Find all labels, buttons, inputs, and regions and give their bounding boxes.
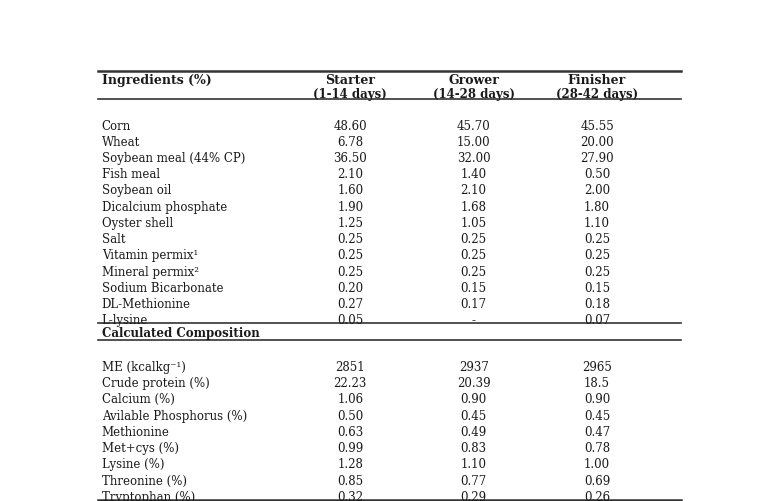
Text: 0.49: 0.49 [461,425,487,438]
Text: 0.90: 0.90 [584,393,610,406]
Text: Sodium Bicarbonate: Sodium Bicarbonate [102,282,224,294]
Text: Grower: Grower [448,74,499,87]
Text: 0.45: 0.45 [461,409,487,422]
Text: 2.10: 2.10 [337,168,363,181]
Text: Avilable Phosphorus (%): Avilable Phosphorus (%) [102,409,247,422]
Text: 0.15: 0.15 [584,282,610,294]
Text: DL-Methionine: DL-Methionine [102,298,191,311]
Text: 0.15: 0.15 [461,282,487,294]
Text: 0.20: 0.20 [337,282,363,294]
Text: 32.00: 32.00 [457,152,490,165]
Text: 0.90: 0.90 [461,393,487,406]
Text: Crude protein (%): Crude protein (%) [102,376,209,389]
Text: 0.25: 0.25 [584,265,610,278]
Text: Soybean oil: Soybean oil [102,184,171,197]
Text: 45.55: 45.55 [580,119,614,132]
Text: 0.18: 0.18 [584,298,610,311]
Text: Finisher: Finisher [568,74,626,87]
Text: 18.5: 18.5 [584,376,610,389]
Text: 20.00: 20.00 [580,135,614,148]
Text: 0.45: 0.45 [584,409,610,422]
Text: Salt: Salt [102,233,125,245]
Text: -: - [471,314,476,327]
Text: Calcium (%): Calcium (%) [102,393,174,406]
Text: 2851: 2851 [336,360,365,373]
Text: 0.50: 0.50 [337,409,363,422]
Text: Wheat: Wheat [102,135,140,148]
Text: Calculated Composition: Calculated Composition [102,327,259,340]
Text: 1.10: 1.10 [461,457,487,470]
Text: Fish meal: Fish meal [102,168,160,181]
Text: 15.00: 15.00 [457,135,490,148]
Text: 2965: 2965 [582,360,612,373]
Text: (14-28 days): (14-28 days) [433,88,515,101]
Text: Threonine (%): Threonine (%) [102,473,186,486]
Text: ME (kcalkg⁻¹): ME (kcalkg⁻¹) [102,360,186,373]
Text: 2937: 2937 [459,360,489,373]
Text: 20.39: 20.39 [457,376,490,389]
Text: 0.25: 0.25 [461,249,487,262]
Text: Lysine (%): Lysine (%) [102,457,164,470]
Text: 0.85: 0.85 [337,473,363,486]
Text: 6.78: 6.78 [337,135,363,148]
Text: 0.25: 0.25 [461,265,487,278]
Text: 0.99: 0.99 [337,441,363,454]
Text: 0.32: 0.32 [337,490,363,501]
Text: 0.25: 0.25 [461,233,487,245]
Text: Tryptophan (%): Tryptophan (%) [102,490,195,501]
Text: 2.00: 2.00 [584,184,610,197]
Text: Soybean meal (44% CP): Soybean meal (44% CP) [102,152,245,165]
Text: 1.25: 1.25 [337,216,363,229]
Text: 1.60: 1.60 [337,184,363,197]
Text: Met+cys (%): Met+cys (%) [102,441,179,454]
Text: (28-42 days): (28-42 days) [556,88,638,101]
Text: Corn: Corn [102,119,131,132]
Text: 0.05: 0.05 [337,314,363,327]
Text: 0.17: 0.17 [461,298,487,311]
Text: 2.10: 2.10 [461,184,487,197]
Text: Oyster shell: Oyster shell [102,216,173,229]
Text: 45.70: 45.70 [457,119,490,132]
Text: 0.27: 0.27 [337,298,363,311]
Text: 1.40: 1.40 [461,168,487,181]
Text: 0.25: 0.25 [584,249,610,262]
Text: 1.06: 1.06 [337,393,363,406]
Text: 0.29: 0.29 [461,490,487,501]
Text: 1.10: 1.10 [584,216,610,229]
Text: 0.26: 0.26 [584,490,610,501]
Text: Ingredients (%): Ingredients (%) [102,74,211,87]
Text: 0.77: 0.77 [461,473,487,486]
Text: 0.25: 0.25 [337,233,363,245]
Text: 22.23: 22.23 [334,376,367,389]
Text: 0.25: 0.25 [337,265,363,278]
Text: 0.25: 0.25 [337,249,363,262]
Text: 1.05: 1.05 [461,216,487,229]
Text: (1-14 days): (1-14 days) [313,88,387,101]
Text: 48.60: 48.60 [334,119,367,132]
Text: 0.83: 0.83 [461,441,487,454]
Text: L-lysine: L-lysine [102,314,148,327]
Text: 1.80: 1.80 [584,200,610,213]
Text: 1.28: 1.28 [337,457,363,470]
Text: 0.63: 0.63 [337,425,363,438]
Text: 0.25: 0.25 [584,233,610,245]
Text: 0.07: 0.07 [584,314,610,327]
Text: 0.69: 0.69 [584,473,610,486]
Text: 1.00: 1.00 [584,457,610,470]
Text: 27.90: 27.90 [580,152,614,165]
Text: 0.47: 0.47 [584,425,610,438]
Text: 36.50: 36.50 [334,152,367,165]
Text: Starter: Starter [325,74,375,87]
Text: 0.50: 0.50 [584,168,610,181]
Text: 1.90: 1.90 [337,200,363,213]
Text: Methionine: Methionine [102,425,170,438]
Text: Dicalcium phosphate: Dicalcium phosphate [102,200,227,213]
Text: Vitamin permix¹: Vitamin permix¹ [102,249,198,262]
Text: Mineral permix²: Mineral permix² [102,265,199,278]
Text: 1.68: 1.68 [461,200,487,213]
Text: 0.78: 0.78 [584,441,610,454]
